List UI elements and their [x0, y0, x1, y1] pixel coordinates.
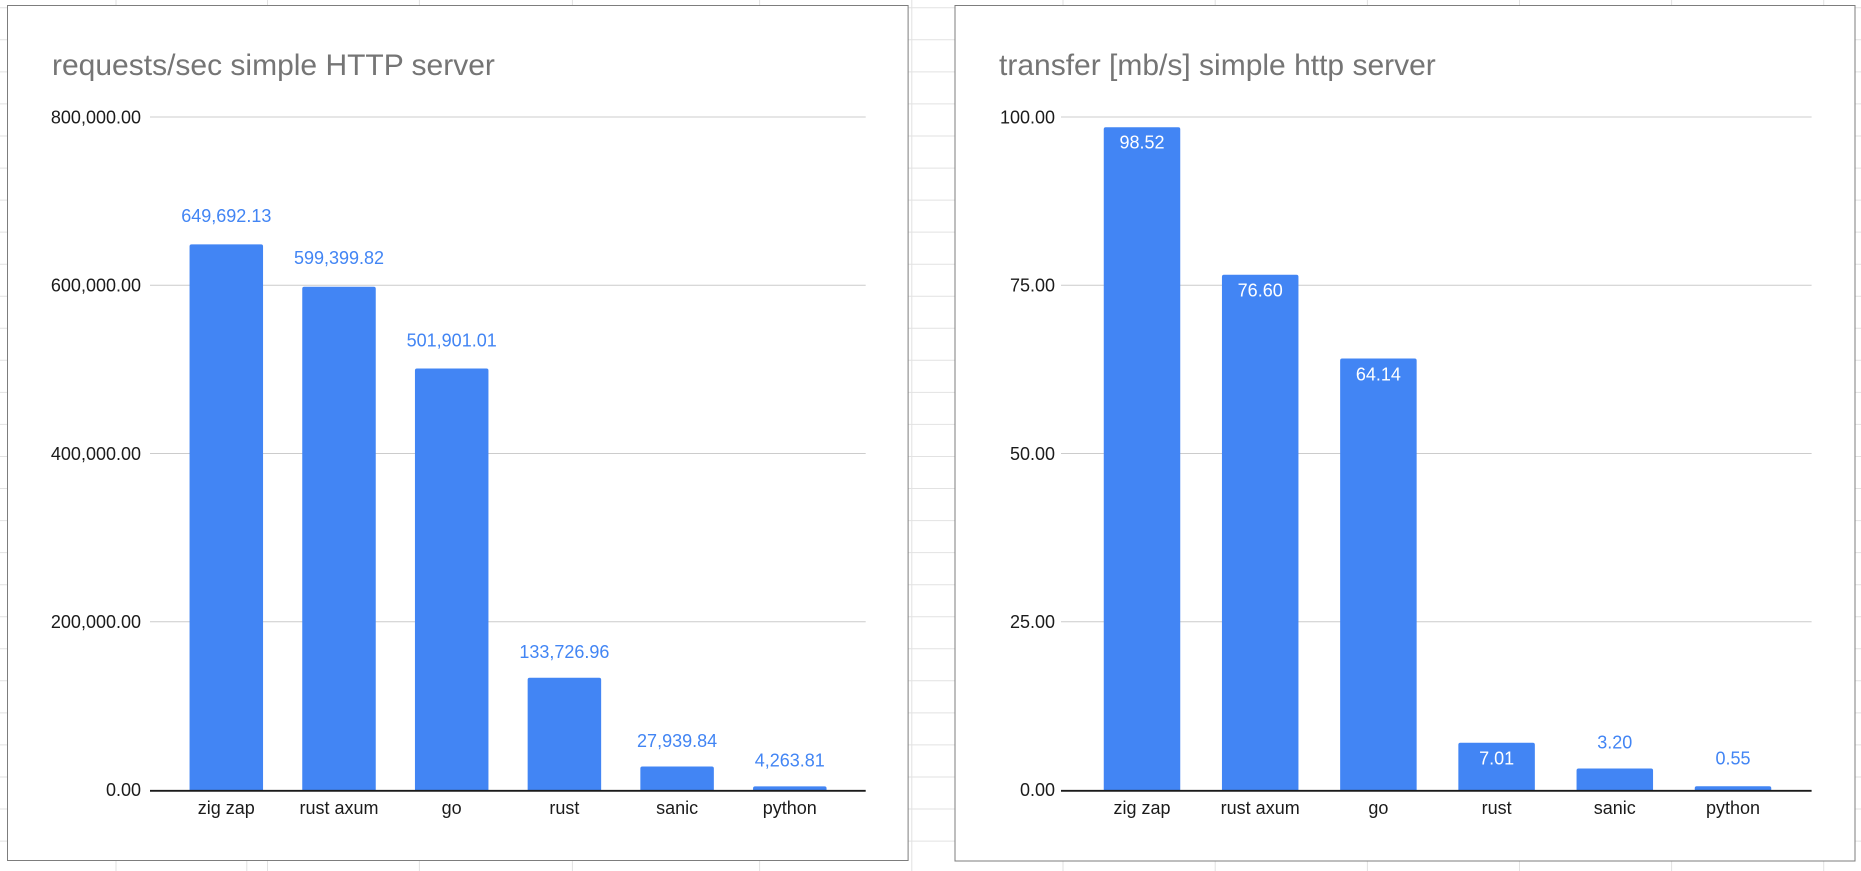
svg-text:rust axum: rust axum — [1221, 798, 1300, 818]
svg-text:python: python — [763, 798, 817, 818]
svg-text:400,000.00: 400,000.00 — [51, 444, 141, 464]
svg-text:rust axum: rust axum — [299, 798, 378, 818]
svg-text:rust: rust — [1482, 798, 1512, 818]
svg-text:200,000.00: 200,000.00 — [51, 612, 141, 632]
svg-text:599,399.82: 599,399.82 — [294, 248, 384, 268]
svg-text:transfer [mb/s] simple http se: transfer [mb/s] simple http server — [999, 49, 1436, 82]
svg-text:100.00: 100.00 — [1000, 107, 1055, 127]
svg-text:rust: rust — [549, 798, 579, 818]
svg-text:25.00: 25.00 — [1010, 612, 1055, 632]
svg-text:sanic: sanic — [1594, 798, 1636, 818]
svg-text:go: go — [1368, 798, 1388, 818]
svg-text:501,901.01: 501,901.01 — [407, 330, 497, 350]
svg-text:zig zap: zig zap — [198, 798, 255, 818]
svg-text:4,263.81: 4,263.81 — [755, 751, 825, 771]
svg-text:0.00: 0.00 — [1020, 780, 1055, 800]
svg-text:133,726.96: 133,726.96 — [519, 642, 609, 662]
svg-text:98.52: 98.52 — [1119, 133, 1164, 153]
svg-text:75.00: 75.00 — [1010, 276, 1055, 296]
svg-text:go: go — [442, 798, 462, 818]
svg-text:0.55: 0.55 — [1715, 748, 1750, 768]
svg-text:50.00: 50.00 — [1010, 444, 1055, 464]
svg-text:sanic: sanic — [656, 798, 698, 818]
svg-text:76.60: 76.60 — [1238, 281, 1283, 301]
svg-text:python: python — [1706, 798, 1760, 818]
svg-text:3.20: 3.20 — [1597, 732, 1632, 752]
svg-text:0.00: 0.00 — [106, 780, 141, 800]
svg-text:27,939.84: 27,939.84 — [637, 731, 717, 751]
svg-text:800,000.00: 800,000.00 — [51, 107, 141, 127]
svg-text:649,692.13: 649,692.13 — [181, 206, 271, 226]
svg-text:600,000.00: 600,000.00 — [51, 276, 141, 296]
svg-text:7.01: 7.01 — [1479, 749, 1514, 769]
svg-text:zig zap: zig zap — [1113, 798, 1170, 818]
svg-text:requests/sec simple HTTP serve: requests/sec simple HTTP server — [52, 49, 495, 82]
svg-text:64.14: 64.14 — [1356, 364, 1401, 384]
